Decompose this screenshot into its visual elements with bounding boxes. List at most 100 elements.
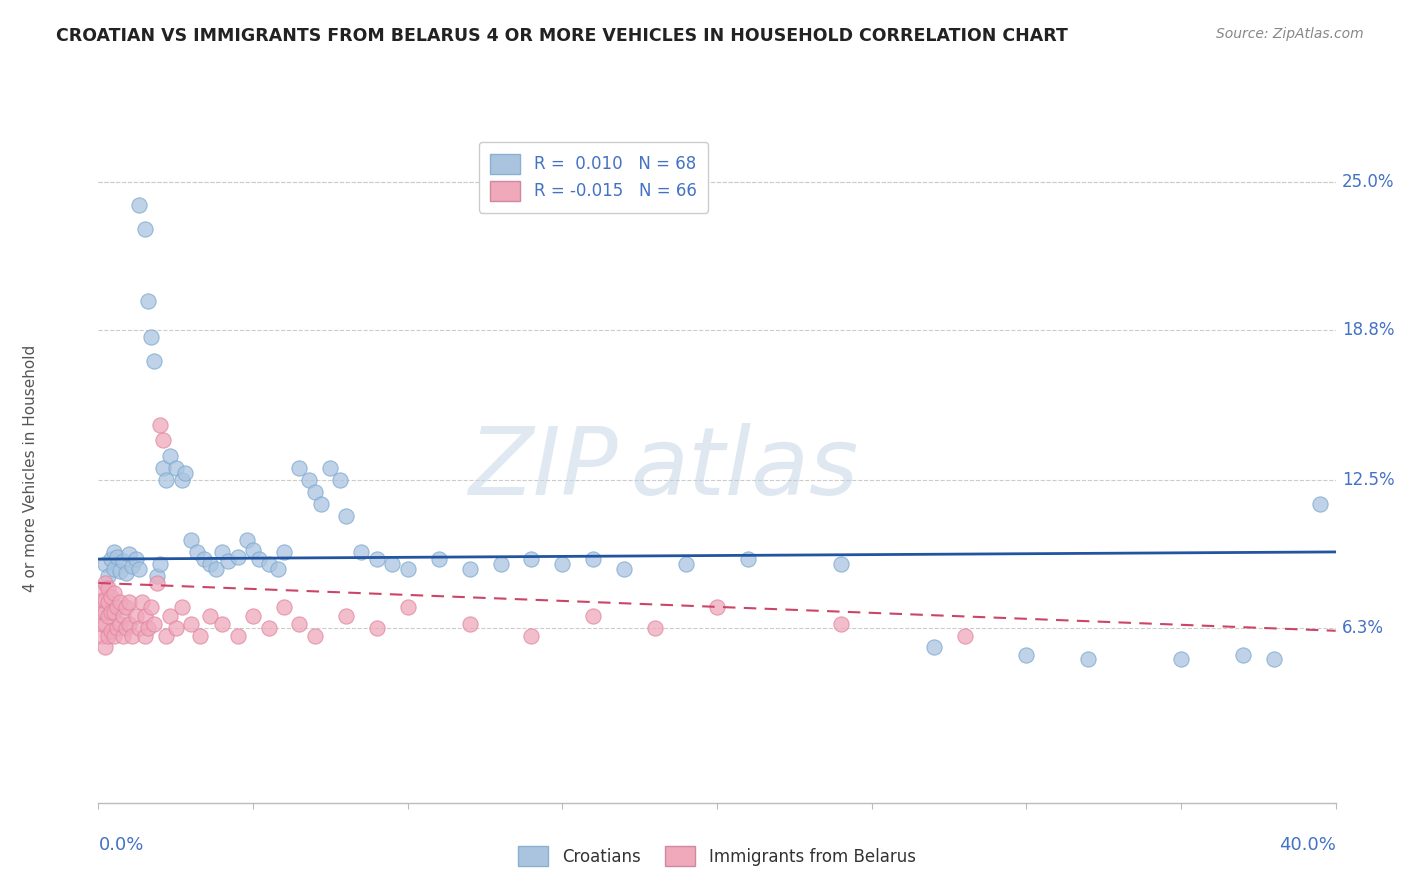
Point [121,628,143,642]
Point [134,222,156,236]
Point [520,552,543,566]
Point [304,628,326,642]
Point [115,566,138,581]
Point [165,621,187,635]
Point [136,621,159,635]
Point [93,592,115,607]
Point [100,591,122,605]
Point [922,640,945,655]
Point [247,552,270,566]
Point [103,628,125,642]
Point [288,461,311,475]
Point [149,418,172,433]
Point [830,616,852,631]
Point [90,616,112,631]
Point [118,595,141,609]
Point [100,605,122,619]
Point [108,564,131,578]
Point [613,562,636,576]
Point [458,562,481,576]
Point [159,609,181,624]
Point [427,552,450,566]
Point [97,609,120,624]
Point [134,628,156,642]
Point [551,557,574,571]
Point [396,562,419,576]
Point [149,557,172,571]
Point [737,552,759,566]
Point [97,628,120,642]
Point [115,599,138,614]
Point [267,562,290,576]
Point [128,562,150,576]
Point [211,545,233,559]
Point [152,433,174,447]
Point [118,616,141,631]
Point [152,461,174,475]
Text: 12.5%: 12.5% [1341,471,1395,489]
Point [93,576,115,591]
Point [100,624,122,638]
Point [335,609,357,624]
Point [105,599,128,614]
Point [582,609,605,624]
Point [90,605,112,619]
Point [124,609,146,624]
Point [190,628,212,642]
Text: 6.3%: 6.3% [1341,619,1384,638]
Point [582,552,605,566]
Point [139,330,162,344]
Text: Source: ZipAtlas.com: Source: ZipAtlas.com [1216,27,1364,41]
Point [350,545,373,559]
Point [1015,648,1038,662]
Point [1263,652,1285,666]
Text: 0.0%: 0.0% [98,837,143,855]
Point [97,581,120,595]
Point [108,616,131,631]
Point [90,592,112,607]
Point [298,473,321,487]
Point [143,616,166,631]
Point [329,473,352,487]
Point [1309,497,1331,511]
Point [489,557,512,571]
Point [953,628,976,642]
Point [198,609,221,624]
Point [118,547,141,561]
Point [105,549,128,564]
Point [97,569,120,583]
Point [830,557,852,571]
Point [273,545,295,559]
Point [128,621,150,635]
Point [103,585,125,599]
Point [675,557,697,571]
Point [520,628,543,642]
Point [706,599,728,614]
Point [100,552,122,566]
Point [155,628,177,642]
Point [139,599,162,614]
Point [97,595,120,609]
Point [319,461,342,475]
Point [108,595,131,609]
Point [257,557,280,571]
Point [335,509,357,524]
Point [236,533,259,547]
Text: CROATIAN VS IMMIGRANTS FROM BELARUS 4 OR MORE VEHICLES IN HOUSEHOLD CORRELATION : CROATIAN VS IMMIGRANTS FROM BELARUS 4 OR… [56,27,1069,45]
Point [180,616,202,631]
Point [304,485,326,500]
Point [103,562,125,576]
Point [90,581,112,595]
Point [103,605,125,619]
Point [288,616,311,631]
Point [131,595,153,609]
Point [146,576,169,591]
Point [121,559,143,574]
Point [146,569,169,583]
Point [165,461,187,475]
Point [128,198,150,212]
Point [198,557,221,571]
Point [180,533,202,547]
Legend: Croatians, Immigrants from Belarus: Croatians, Immigrants from Belarus [510,838,924,875]
Point [366,621,388,635]
